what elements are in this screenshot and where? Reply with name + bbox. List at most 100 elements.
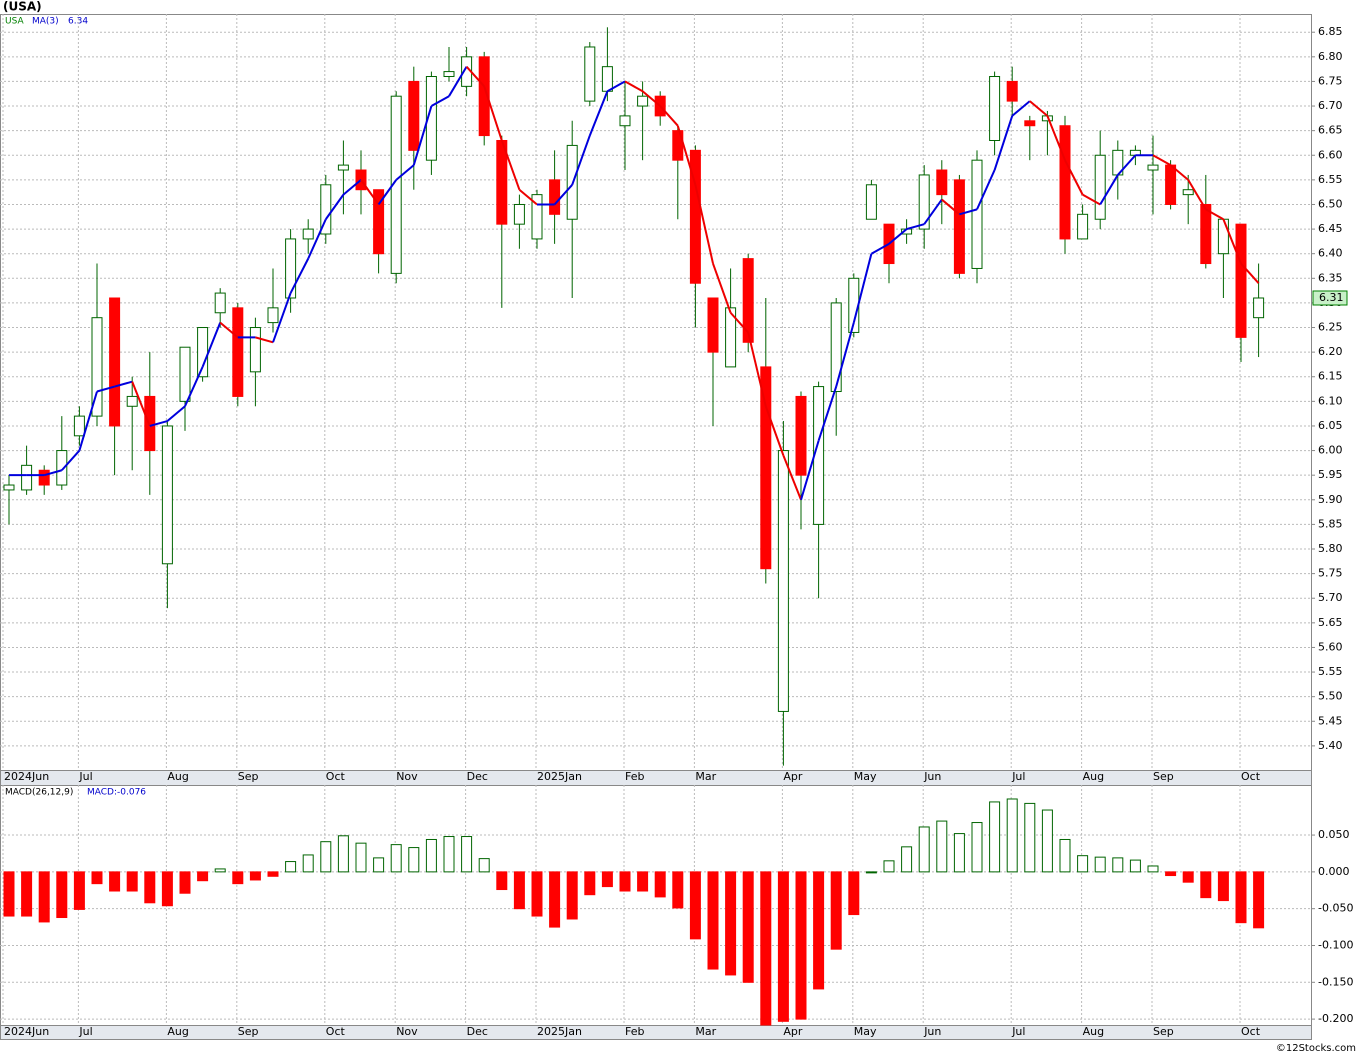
macd-bar (601, 871, 613, 888)
ma-segment (78, 391, 98, 451)
x-tick-label: Jul (78, 1025, 92, 1038)
candle-body (637, 95, 649, 107)
candle-body (302, 228, 314, 240)
candle-body (549, 179, 561, 215)
candle-body (707, 297, 719, 353)
macd-bar (320, 841, 332, 873)
x-tick-label: Oct (326, 770, 346, 783)
candle-body (285, 238, 297, 299)
macd-bar (1200, 871, 1212, 899)
y-tick-label: 6.05 (1318, 419, 1343, 432)
macd-bar (1182, 871, 1194, 883)
macd-bar (1006, 798, 1018, 873)
x-tick-label: Aug (1083, 1025, 1104, 1038)
macd-bar (355, 842, 367, 873)
ma-segment (1222, 218, 1242, 264)
x-tick-label: May (854, 1025, 877, 1038)
y-tick-label: -0.150 (1318, 975, 1353, 988)
x-tick-label: 2025Jan (537, 1025, 582, 1038)
x-tick-label: Mar (695, 1025, 716, 1038)
candle-body (56, 450, 68, 486)
macd-bar (496, 871, 508, 891)
ma-segment (307, 218, 327, 260)
ma-segment (1117, 154, 1137, 176)
frame (0, 14, 1312, 1040)
ma-segment (465, 65, 485, 88)
x-tick-label: Nov (396, 1025, 418, 1038)
macd-bar (425, 838, 437, 873)
y-tick-label: 6.65 (1318, 124, 1343, 137)
macd-bar (232, 871, 244, 885)
ma-segment (114, 380, 133, 388)
candle-body (1253, 297, 1265, 319)
ma-segment (1205, 208, 1224, 221)
y-tick-label: 5.65 (1318, 616, 1343, 629)
macd-bar (91, 871, 103, 885)
ma-segment (219, 321, 239, 339)
ma-segment (1082, 193, 1101, 206)
ma-segment (571, 135, 591, 186)
y-tick-label: 6.35 (1318, 271, 1343, 284)
ma-segment (993, 115, 1014, 171)
y-tick-label: 6.60 (1318, 148, 1343, 161)
y-tick-label: 6.85 (1318, 25, 1343, 38)
candle-body (179, 346, 191, 402)
macd-bar (373, 857, 385, 873)
y-tick-label: 6.75 (1318, 74, 1343, 87)
ma-segment (941, 198, 961, 216)
macd-bar (883, 860, 895, 873)
candle-body (513, 203, 525, 225)
macd-bar (1059, 838, 1071, 873)
ma-segment (360, 179, 380, 206)
x-tick-label: Sep (238, 1025, 259, 1038)
candle-body (390, 95, 402, 274)
candle-body (725, 307, 737, 368)
ma-segment (624, 80, 644, 93)
macd-bar (337, 835, 349, 873)
candle-body (1006, 80, 1018, 102)
ma-segment (1240, 262, 1260, 284)
ma-segment (289, 258, 310, 294)
ma-segment (923, 198, 943, 225)
candle-body (1182, 189, 1194, 196)
macd-bar (795, 871, 807, 1020)
ma-segment (324, 194, 345, 220)
ma-segment (255, 336, 274, 344)
macd-title: MACD(26,12,9) (5, 788, 73, 798)
x-tick-label: Nov (396, 770, 418, 783)
ma-segment (1046, 115, 1066, 161)
y-tick-label: 6.40 (1318, 247, 1343, 260)
ma-segment (500, 140, 521, 191)
x-tick-label: 2024Jun (4, 1025, 49, 1038)
y-tick-label: 6.55 (1318, 173, 1343, 186)
ma-segment (1187, 179, 1207, 210)
x-tick-label: Jul (78, 770, 92, 783)
y-tick-label: 5.80 (1318, 542, 1343, 555)
ma-segment (800, 440, 820, 501)
ma-segment (1029, 100, 1049, 117)
macd-bar (513, 871, 525, 910)
ma-segment (96, 385, 115, 393)
x-tick-label: Sep (238, 770, 259, 783)
ma-segment (201, 322, 222, 368)
x-tick-label: Jun (923, 770, 941, 783)
macd-bar (725, 871, 737, 976)
candle-body (777, 450, 789, 712)
candle-body (989, 76, 1001, 141)
ma-segment (149, 420, 168, 427)
macd-bar (830, 871, 842, 950)
candle-body (918, 174, 930, 230)
candle-body (830, 302, 842, 393)
ma-segment (641, 90, 661, 107)
x-tick-label: Oct (1241, 1025, 1261, 1038)
ma-segment (166, 405, 186, 422)
candle-body (373, 189, 385, 255)
macd-bar (953, 833, 965, 873)
macd-bar (936, 820, 948, 873)
macd-bar (3, 871, 15, 917)
candle-body (1059, 125, 1071, 240)
candle-body (1217, 218, 1229, 255)
macd-bar (214, 868, 226, 873)
y-tick-label: -0.200 (1318, 1012, 1353, 1025)
candle-body (619, 115, 631, 127)
